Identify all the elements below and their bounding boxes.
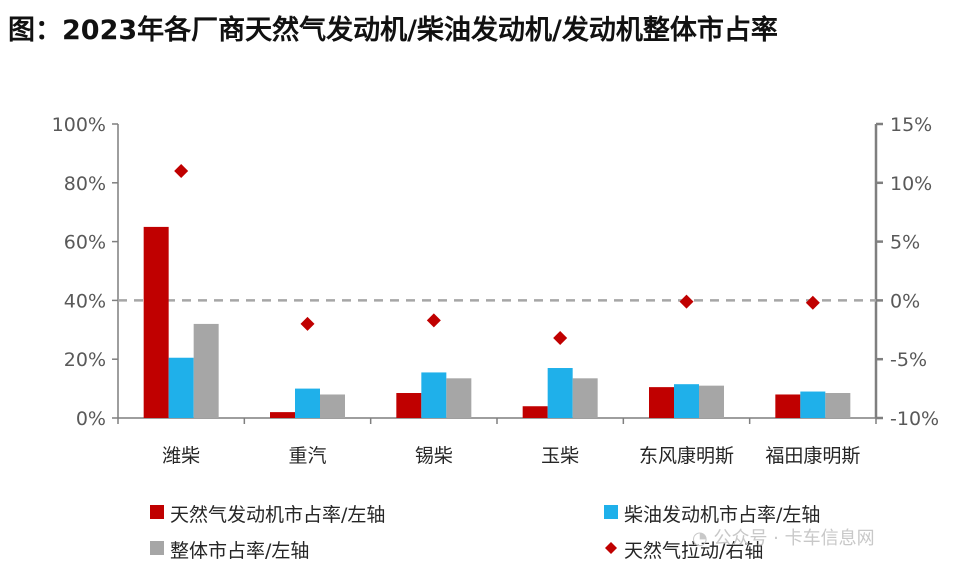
diamond-point	[426, 313, 441, 328]
bar-3	[320, 394, 345, 418]
chart-title: 图：2023年各厂商天然气发动机/柴油发动机/发动机整体市占率	[8, 15, 778, 46]
bar-1	[775, 394, 801, 418]
bar-3	[193, 323, 219, 418]
right-tick-label: 0%	[890, 290, 920, 312]
bar-3	[699, 385, 724, 418]
bar-2	[421, 372, 447, 418]
bar-3	[572, 378, 598, 418]
legend-label: 天然气拉动/右轴	[624, 540, 763, 562]
left-tick-label: 20%	[64, 349, 106, 371]
legend-swatch	[150, 541, 164, 555]
left-tick-label: 80%	[64, 173, 106, 195]
bar-3	[825, 393, 851, 418]
wechat-icon: ◔	[692, 528, 708, 549]
bar-1	[270, 412, 295, 418]
category-label: 玉柴	[541, 445, 579, 467]
legend-swatch-diamond	[605, 542, 617, 554]
category-label: 锡柴	[415, 445, 453, 467]
left-tick-label: 40%	[64, 290, 106, 312]
right-tick-label: 10%	[890, 173, 932, 195]
scatter-marks	[174, 164, 820, 346]
diamond-point	[679, 294, 694, 309]
bar-3	[446, 378, 472, 418]
right-tick-label: 15%	[890, 114, 932, 136]
bar-2	[800, 391, 826, 418]
legend-label: 整体市占率/左轴	[170, 540, 309, 562]
category-label: 潍柴	[162, 445, 200, 467]
left-axis: 0% 20% 40% 60% 80% 100%	[52, 114, 877, 430]
bar-2	[674, 384, 699, 418]
bar-2	[547, 368, 573, 418]
bar-1	[522, 406, 548, 418]
bar-1	[396, 393, 422, 418]
left-tick-label: 0%	[76, 408, 106, 430]
legend-swatch	[150, 505, 164, 519]
diamond-point	[174, 164, 189, 179]
left-tick-label: 100%	[52, 114, 106, 136]
diamond-point	[553, 331, 568, 346]
right-tick-label: -5%	[890, 349, 927, 371]
right-axis: -10% -5% 0% 5% 10% 15%	[874, 114, 939, 430]
right-tick-label: 5%	[890, 232, 920, 254]
diamond-point	[300, 316, 315, 331]
bar-1	[649, 387, 674, 418]
category-label: 重汽	[288, 445, 326, 467]
bar-2	[168, 357, 194, 418]
left-tick-label: 60%	[64, 232, 106, 254]
category-label: 福田康明斯	[765, 445, 860, 467]
right-tick-label: -10%	[890, 408, 939, 430]
category-label: 东风康明斯	[639, 445, 734, 467]
bar-2	[295, 388, 320, 418]
legend-label: 天然气发动机市占率/左轴	[170, 504, 385, 526]
legend-label: 柴油发动机市占率/左轴	[624, 504, 820, 526]
legend-swatch	[604, 505, 618, 519]
bar-1	[143, 226, 169, 418]
watermark: ◔ 公众号 · 卡车信息网	[692, 524, 875, 550]
bar-marks	[143, 226, 851, 418]
category-labels: 潍柴 重汽 锡柴 玉柴 东风康明斯 福田康明斯	[162, 445, 860, 467]
watermark-text: 公众号 · 卡车信息网	[713, 528, 875, 549]
diamond-point	[805, 295, 820, 310]
